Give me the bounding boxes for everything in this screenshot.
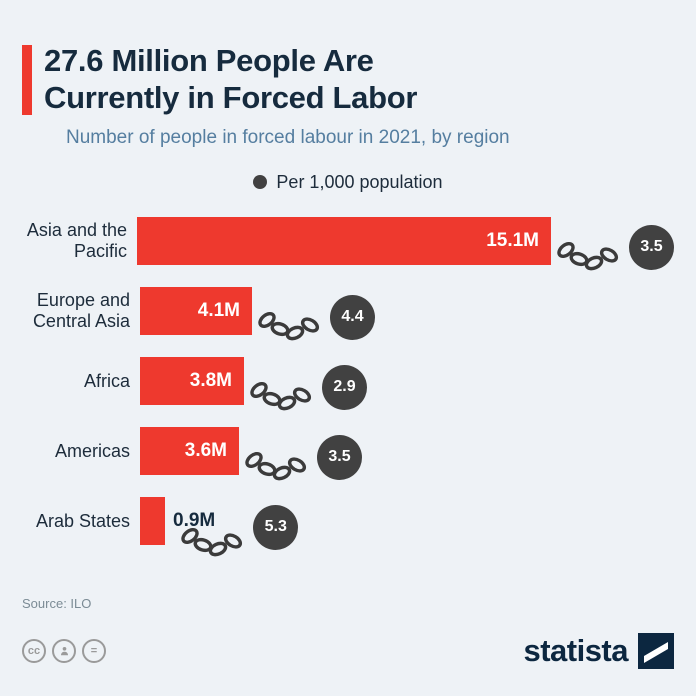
bar-value-label: 3.8M — [189, 370, 232, 391]
category-label: Americas — [54, 440, 130, 461]
statista-logo[interactable]: statista — [523, 633, 674, 669]
bar-value-label: 3.6M — [184, 440, 227, 461]
equals-icon[interactable]: = — [82, 639, 106, 663]
legend: Per 1,000 population — [22, 170, 674, 194]
bar: 3.6M — [140, 427, 239, 475]
title-line-1: 27.6 Million People Are — [44, 43, 374, 78]
chain-icon — [557, 241, 619, 271]
bar: 15.1M — [137, 217, 551, 265]
chart-row: Americas 3.6M 3.5 — [22, 416, 674, 486]
license-icons: cc = — [22, 639, 106, 663]
title-accent-bar — [22, 45, 32, 115]
chain-icon — [181, 527, 243, 557]
category-label: Asia and the Pacific — [26, 220, 127, 261]
bar: 4.1M — [140, 287, 252, 335]
chain-icon — [250, 381, 312, 411]
footer: cc = statista — [22, 633, 674, 669]
per-1000-badge: 3.5 — [317, 434, 362, 480]
chain-icon — [258, 311, 320, 341]
title-line-2: Currently in Forced Labor — [44, 80, 418, 115]
source-note: Source: ILO — [22, 596, 92, 611]
bar-value-label: 4.1M — [197, 300, 240, 321]
chart-row: Arab States 0.9M 5.3 — [22, 486, 674, 557]
chain-icon — [245, 451, 307, 481]
per-1000-badge: 2.9 — [322, 364, 367, 410]
statista-logo-mark-icon — [638, 633, 674, 669]
legend-dot-icon — [253, 175, 268, 189]
bar-chart: Asia and the Pacific 15.1M 3.5 Europe an… — [22, 206, 674, 557]
cc-icon[interactable]: cc — [22, 639, 46, 663]
bar-value-label: 15.1M — [486, 230, 539, 251]
attribution-person-icon[interactable] — [52, 639, 76, 663]
statista-logo-text: statista — [523, 633, 628, 668]
bar — [140, 497, 165, 545]
chart-row: Africa 3.8M 2.9 — [22, 346, 674, 416]
category-label: Africa — [83, 370, 130, 391]
chart-row: Europe and Central Asia 4.1M 4.4 — [22, 276, 674, 346]
category-label: Europe and Central Asia — [32, 290, 130, 331]
legend-label: Per 1,000 population — [276, 171, 443, 192]
per-1000-badge: 4.4 — [330, 294, 375, 340]
per-1000-badge: 3.5 — [629, 224, 674, 270]
chart-row: Asia and the Pacific 15.1M 3.5 — [22, 206, 674, 276]
header: 27.6 Million People Are Currently in Forc… — [22, 42, 674, 150]
page-title: 27.6 Million People Are Currently in Forc… — [44, 42, 674, 116]
bar-value-label: 0.9M — [173, 510, 216, 531]
per-1000-badge: 5.3 — [253, 504, 299, 550]
subtitle: Number of people in forced labour in 202… — [66, 127, 510, 148]
bar: 3.8M — [140, 357, 244, 405]
person-icon — [60, 646, 68, 655]
category-label: Arab States — [35, 510, 130, 531]
